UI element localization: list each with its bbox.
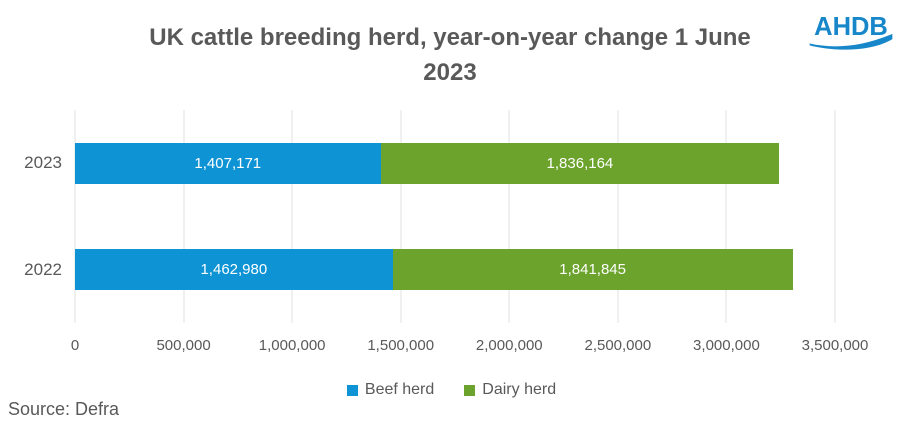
gridline — [74, 110, 76, 323]
legend-label: Beef herd — [364, 381, 435, 398]
bar-row-2023: 1,407,171 1,836,164 — [75, 110, 835, 217]
chart-title-line2: 2023 — [423, 59, 477, 86]
bar-value-label: 1,407,171 — [194, 154, 262, 172]
x-tick-label: 2,500,000 — [584, 337, 652, 354]
ahdb-logo-text: AHDB — [814, 13, 888, 41]
x-tick-label: 0 — [70, 337, 80, 354]
x-axis-labels: 0 500,000 1,000,000 1,500,000 2,000,000 2,500… — [71, 337, 869, 357]
chart-title: UK cattle breeding herd, year-on-year ch… — [60, 20, 840, 90]
legend: Beef herd Dairy herd — [0, 381, 903, 399]
x-tick-label: 1,000,000 — [258, 337, 326, 354]
bar-segment: 1,836,164 — [380, 142, 780, 184]
x-tick-label: 3,500,000 — [801, 337, 869, 354]
legend-item-dairy-herd: Dairy herd — [464, 381, 556, 399]
y-axis-label-2023: 2023 — [24, 153, 62, 173]
x-tick-label: 1,500,000 — [367, 337, 435, 354]
bar-value-label: 1,841,845 — [559, 261, 626, 279]
gridline — [291, 110, 293, 323]
bar-value-label: 1,836,164 — [546, 154, 614, 172]
ahdb-logo-wave-icon — [809, 33, 893, 50]
x-tick-label: 500,000 — [156, 337, 211, 354]
gridline — [617, 110, 619, 323]
ahdb-logo-graphic: AHDB — [809, 13, 893, 50]
y-axis-label-2022: 2022 — [24, 259, 62, 279]
gridlines — [74, 110, 836, 323]
gridline — [183, 110, 185, 323]
legend-swatch-icon — [464, 384, 476, 396]
y-axis-labels: 2023 2022 — [0, 110, 62, 323]
gridline — [508, 110, 510, 323]
gridline — [400, 110, 402, 323]
x-tick-label: 2,000,000 — [475, 337, 543, 354]
legend-label: Dairy herd — [482, 381, 557, 398]
source-note: Source: Defra — [8, 399, 120, 419]
ahdb-logo: AHDB — [807, 6, 895, 60]
legend-item-beef-herd: Beef herd — [346, 381, 435, 399]
gridline — [834, 110, 836, 323]
bar-segment: 1,841,845 — [392, 249, 793, 291]
legend-swatch-icon — [346, 384, 358, 396]
chart-title-line1: UK cattle breeding herd, year-on-year ch… — [149, 24, 751, 51]
x-tick-label: 3,000,000 — [693, 337, 760, 354]
stacked-bar-2022: 1,462,980 1,841,845 — [75, 249, 835, 291]
gridline — [725, 110, 727, 323]
stacked-bar-2023: 1,407,171 1,836,164 — [75, 142, 835, 184]
bars-layer: 1,407,171 1,836,164 1,462,980 1,841,845 — [75, 110, 835, 323]
bar-value-label: 1,462,980 — [200, 261, 268, 279]
bar-segment: 1,407,171 — [75, 142, 381, 184]
bar-row-2022: 1,462,980 1,841,845 — [75, 217, 835, 324]
bar-segment: 1,462,980 — [75, 249, 393, 291]
plot-area: 1,407,171 1,836,164 1,462,980 1,841,845 — [74, 110, 836, 323]
